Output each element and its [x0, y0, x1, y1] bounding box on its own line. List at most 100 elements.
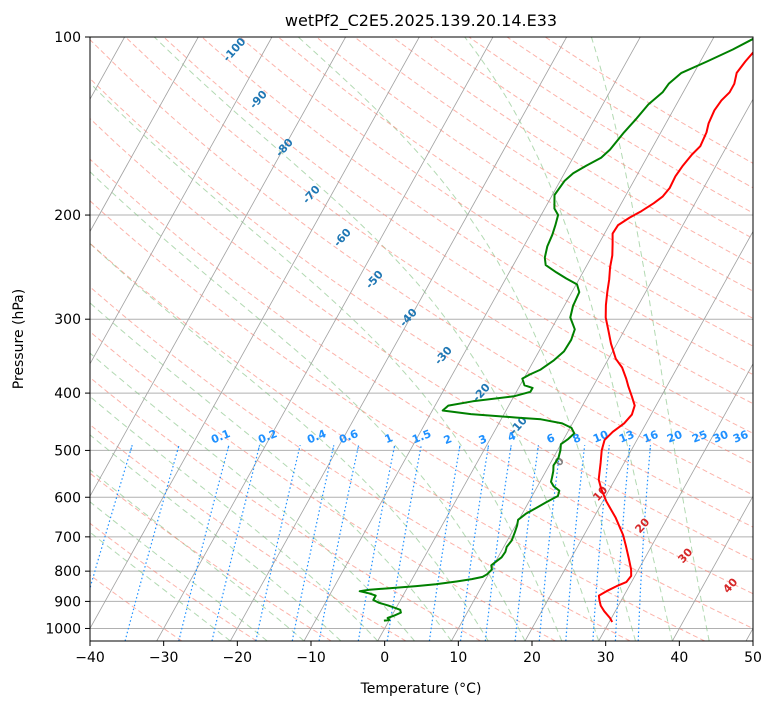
mixing-ratio-line [484, 445, 512, 641]
moist-adiabat-line [90, 82, 563, 641]
dry-adiabat-line [90, 376, 481, 641]
dry-adiabat-label: -80 [273, 136, 296, 160]
isotherm-line [230, 37, 567, 641]
isotherm-line [745, 627, 753, 641]
mixing-ratio-line [255, 445, 301, 641]
mixing-ratio-line [291, 445, 335, 641]
profile-series [358, 37, 753, 623]
mixing-ratio-line [318, 445, 360, 641]
mixing-ratio-label: 25 [690, 428, 709, 446]
mixing-ratio-lines [90, 445, 652, 641]
moist-adiabat-line [90, 302, 452, 641]
mixing-ratio-line [90, 445, 133, 591]
moist-adiabat-line [90, 469, 305, 641]
mixing-ratio-label: 36 [731, 428, 750, 446]
mixing-ratio-line [592, 445, 610, 641]
isotherm-line [451, 98, 753, 641]
x-tick-label: 10 [449, 650, 467, 666]
moist-adiabat-line [90, 501, 268, 641]
mixing-ratio-line [386, 445, 422, 641]
dry-adiabat-line [90, 200, 753, 630]
moist-adiabat-line [90, 242, 489, 641]
mixing-ratio-label: 0.4 [305, 427, 328, 446]
x-tick-label: 30 [597, 650, 615, 666]
dry-adiabat-line [90, 286, 631, 641]
isotherm-line [672, 495, 753, 641]
moist-adiabats [90, 37, 710, 641]
mixing-ratio-label: 2 [442, 432, 454, 447]
dry-adiabat-line [90, 574, 183, 641]
x-tick-label: 40 [670, 650, 688, 666]
dry-adiabat-line [468, 37, 753, 214]
mixing-ratio-label: 30 [711, 428, 730, 446]
x-tick-label: 20 [523, 650, 541, 666]
mixing-ratio-label: 0.2 [256, 427, 279, 446]
y-tick-label: 300 [54, 312, 81, 328]
dry-adiabat-line [90, 77, 753, 528]
moist-adiabat-line [297, 37, 636, 641]
adiabat-labels: 0.1 0.2 0.4 0.6 1 1.5 2 3 4 6 8 10 13 16 20 25 30 36-100-… [209, 35, 750, 596]
chart-title: wetPf2_C2E5.2025.139.20.14.E33 [285, 11, 557, 31]
mixing-ratio-line [124, 445, 180, 641]
y-axis-label: Pressure (hPa) [11, 289, 27, 389]
isotherms [90, 37, 753, 641]
mixing-ratio-label: 3 [477, 432, 489, 447]
isotherm-line [524, 230, 753, 641]
mixing-ratio-label: 1.5 [410, 427, 433, 446]
isotherm-line [90, 37, 199, 233]
mixing-ratio-line [211, 445, 261, 641]
dry-adiabat-line [90, 472, 332, 641]
mixing-ratio-line [614, 445, 631, 641]
moist-adiabat-line [153, 37, 600, 641]
mixing-ratio-line [357, 445, 396, 641]
dry-adiabat-line [277, 37, 753, 347]
dry-adiabat-line [90, 38, 753, 496]
x-tick-label: −40 [75, 650, 105, 666]
isotherm-line [377, 37, 715, 641]
mixing-ratio-label: 6 [545, 431, 557, 446]
dry-adiabat-label: -40 [397, 306, 420, 330]
y-tick-label: 700 [54, 530, 81, 546]
pressure-gridlines [90, 37, 753, 629]
y-tick-label: 900 [54, 594, 81, 610]
mixing-ratio-line [637, 445, 652, 641]
moist-adiabat-line [590, 37, 710, 641]
isotherm-line [90, 37, 273, 365]
dry-adiabat-line [90, 424, 407, 641]
plot-area: 0.1 0.2 0.4 0.6 1 1.5 2 3 4 6 8 10 13 16 20 25 30 36-100-… [90, 35, 753, 641]
moist-adiabat-line [90, 395, 379, 641]
y-tick-label: 1000 [45, 621, 81, 637]
dry-adiabat-line [90, 117, 753, 561]
x-tick-label: −30 [149, 650, 179, 666]
x-tick-label: 50 [744, 650, 762, 666]
mixing-ratio-label: 8 [571, 431, 583, 446]
dry-adiabat-line [201, 37, 753, 405]
mixing-ratio-label: 13 [617, 428, 636, 446]
dry-adiabat-line [430, 37, 753, 240]
x-axis-ticks: −40 −30 −20 −10 0 10 20 30 40 50 [75, 641, 762, 666]
isotherm-line [303, 37, 641, 641]
dry-adiabat-line [125, 37, 753, 465]
dry-adiabats [90, 37, 753, 641]
dry-adiabat-line [506, 37, 753, 189]
y-tick-label: 100 [54, 30, 81, 46]
y-tick-label: 800 [54, 564, 81, 580]
dewpoint-profile [358, 37, 753, 622]
x-tick-label: −20 [223, 650, 253, 666]
dry-adiabat-label: -90 [247, 88, 270, 112]
dry-adiabat-label: -100 [220, 35, 248, 64]
dry-adiabat-label: -30 [432, 344, 455, 368]
temperature-profile [597, 50, 753, 623]
dry-adiabat-label: 20 [632, 515, 652, 535]
mixing-ratio-line [428, 445, 461, 641]
mixing-ratio-label: 0.6 [337, 427, 360, 446]
dry-adiabat-label: 30 [675, 545, 695, 565]
mixing-ratio-label: 10 [591, 428, 610, 446]
x-axis-label: Temperature (°C) [360, 681, 482, 697]
moist-adiabat-line [90, 434, 342, 641]
mixing-ratio-label: 20 [665, 428, 684, 446]
moist-adiabat-line [90, 531, 231, 641]
isotherm-line [156, 37, 494, 641]
dry-adiabat-line [392, 37, 753, 266]
